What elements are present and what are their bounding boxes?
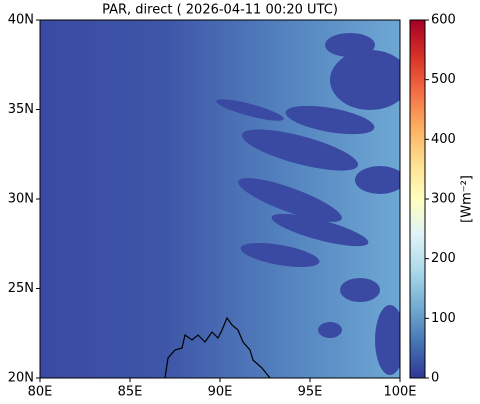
field <box>40 20 400 378</box>
y-tick-label: 20N <box>8 371 34 386</box>
colorbar-tick-label: 500 <box>431 72 456 87</box>
chart-title: PAR, direct ( 2026-04-11 00:20 UTC) <box>102 3 338 18</box>
colorbar-tick-label: 200 <box>431 251 456 266</box>
y-tick-label: 25N <box>8 281 34 296</box>
colorbar-tick-label: 400 <box>431 132 456 147</box>
x-tick-label: 95E <box>298 385 323 400</box>
colorbar-tick-label: 0 <box>431 371 439 386</box>
x-tick-label: 90E <box>208 385 233 400</box>
colorbar-label: [Wm⁻²] <box>460 175 475 223</box>
y-tick-label: 30N <box>8 192 34 207</box>
colorbar-tick-label: 300 <box>431 192 456 207</box>
y-tick-label: 35N <box>8 102 34 117</box>
colorbar <box>409 19 426 379</box>
y-tick-label: 40N <box>8 13 34 28</box>
x-tick-label: 85E <box>118 385 143 400</box>
colorbar-tick-label: 100 <box>431 311 456 326</box>
colorbar-tick-label: 600 <box>431 13 456 28</box>
coastline <box>164 316 271 378</box>
cloud-cover <box>216 33 400 375</box>
x-tick-label: 100E <box>383 385 416 400</box>
x-tick-label: 80E <box>28 385 53 400</box>
